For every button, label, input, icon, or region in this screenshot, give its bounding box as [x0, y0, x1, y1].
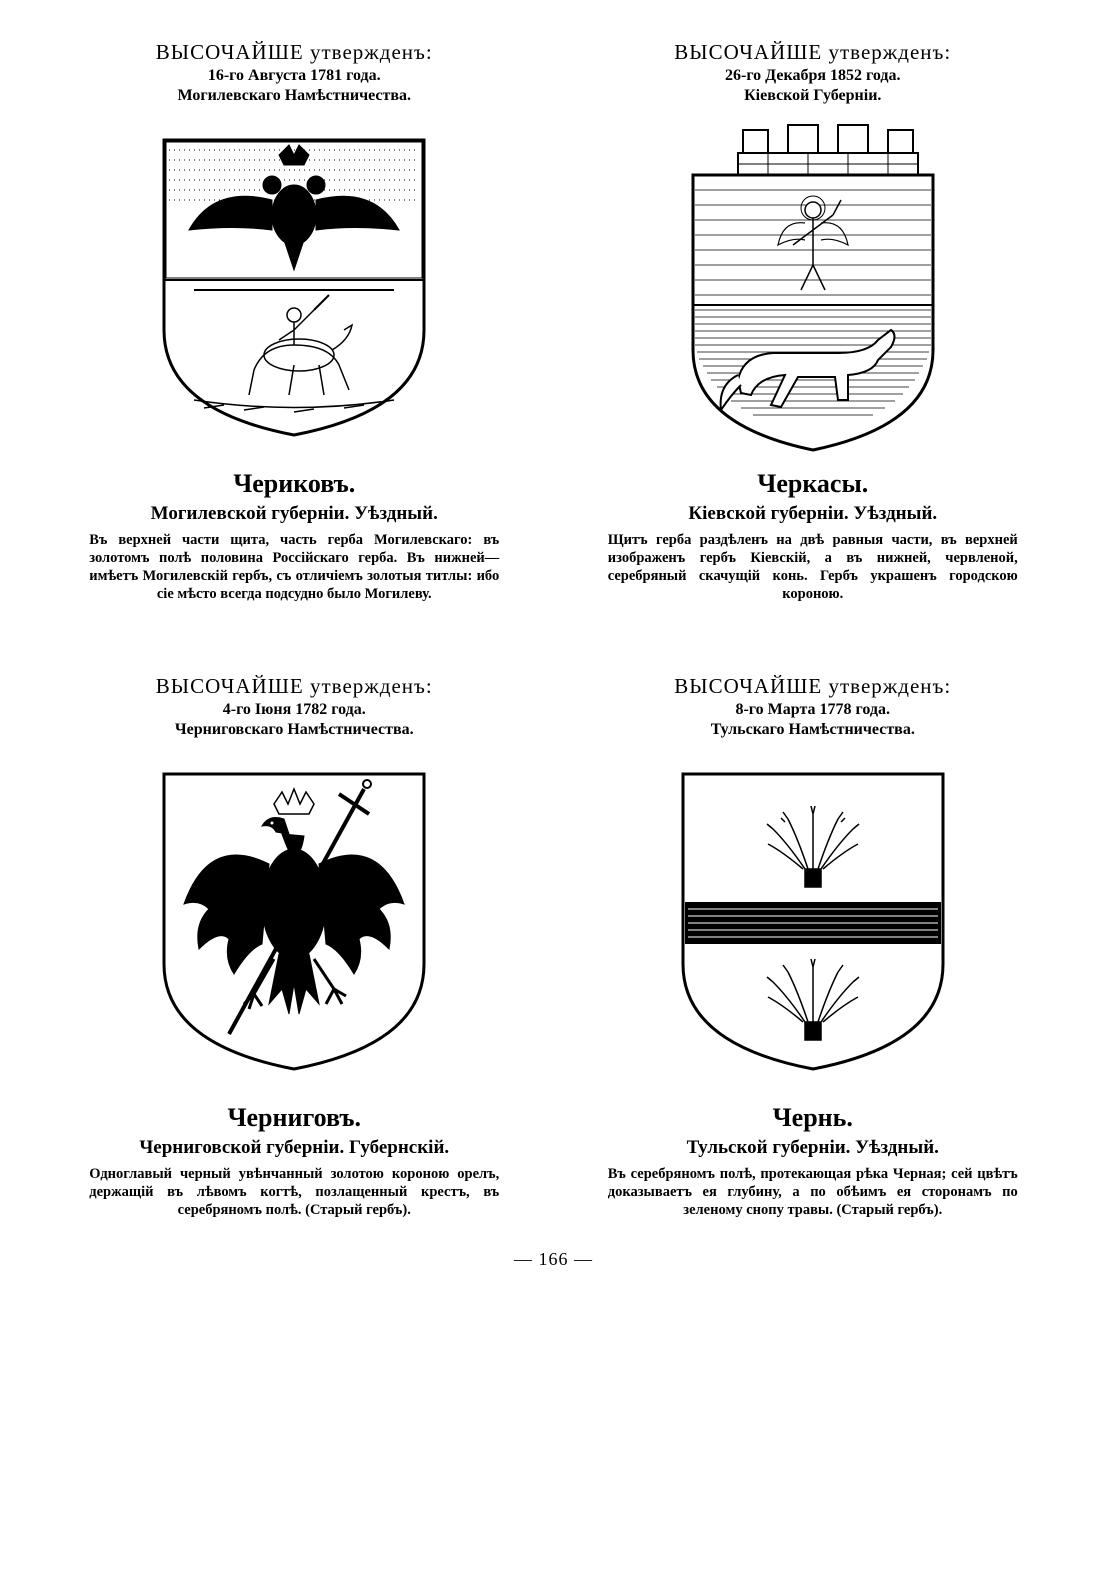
region-line: Кіевской Губерніи.: [744, 87, 881, 105]
approval-date: 8-го Марта 1778 года.: [735, 701, 890, 719]
coat-of-arms-cherikov: [134, 115, 454, 455]
city-title: Чернь.: [773, 1103, 853, 1133]
approval-line: ВЫСОЧАЙШЕ утвержденъ:: [674, 40, 951, 65]
shield-icon: [154, 130, 434, 440]
approval-line: ВЫСОЧАЙШЕ утвержденъ:: [156, 40, 433, 65]
entry-cherikov: ВЫСОЧАЙШЕ утвержденъ: 16-го Августа 1781…: [60, 40, 529, 604]
city-description: Щитъ герба раздѣленъ на двѣ равныя части…: [608, 531, 1018, 604]
city-subtitle: Тульской губерніи. Уѣздный.: [687, 1137, 939, 1159]
coat-of-arms-chern: [653, 749, 973, 1089]
approval-date: 26-го Декабря 1852 года.: [725, 67, 901, 85]
approval-line: ВЫСОЧАЙШЕ утвержденъ:: [674, 674, 951, 699]
city-title: Черниговъ.: [227, 1103, 361, 1133]
page-number: — 166 —: [60, 1249, 1047, 1270]
city-subtitle: Кіевской губерніи. Уѣздный.: [688, 503, 937, 525]
city-subtitle: Черниговской губерніи. Губернскій.: [139, 1137, 449, 1159]
coat-of-arms-grid: ВЫСОЧАЙШЕ утвержденъ: 16-го Августа 1781…: [60, 40, 1047, 1219]
city-subtitle: Могилевской губерніи. Уѣздный.: [151, 503, 438, 525]
city-description: Одноглавый черный увѣнчанный золотою кор…: [89, 1165, 499, 1219]
shield-icon: [673, 115, 953, 455]
city-description: Въ серебряномъ полѣ, протекающая рѣка Че…: [608, 1165, 1018, 1219]
region-line: Тульскаго Намѣстничества.: [711, 721, 915, 739]
shield-icon: [673, 764, 953, 1074]
shield-icon: [154, 764, 434, 1074]
approval-date: 4-го Іюня 1782 года.: [223, 701, 366, 719]
approval-line: ВЫСОЧАЙШЕ утвержденъ:: [156, 674, 433, 699]
city-description: Въ верхней части щита, часть герба Могил…: [89, 531, 499, 604]
entry-chern: ВЫСОЧАЙШЕ утвержденъ: 8-го Марта 1778 го…: [579, 674, 1048, 1219]
region-line: Черниговскаго Намѣстничества.: [175, 721, 414, 739]
coat-of-arms-cherkasy: [653, 115, 973, 455]
coat-of-arms-chernigov: [134, 749, 454, 1089]
region-line: Могилевскаго Намѣстничества.: [178, 87, 412, 105]
city-title: Черкасы.: [757, 469, 868, 499]
entry-cherkasy: ВЫСОЧАЙШЕ утвержденъ: 26-го Декабря 1852…: [579, 40, 1048, 604]
city-title: Чериковъ.: [233, 469, 355, 499]
book-page: ВЫСОЧАЙШЕ утвержденъ: 16-го Августа 1781…: [0, 0, 1107, 1300]
approval-date: 16-го Августа 1781 года.: [208, 67, 381, 85]
entry-chernigov: ВЫСОЧАЙШЕ утвержденъ: 4-го Іюня 1782 год…: [60, 674, 529, 1219]
